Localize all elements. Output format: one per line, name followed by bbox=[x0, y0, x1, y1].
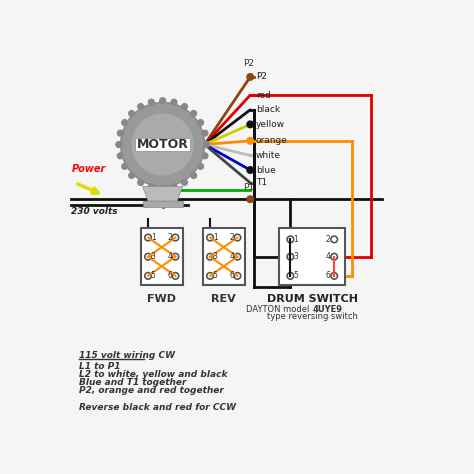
Text: white: white bbox=[255, 151, 281, 160]
Circle shape bbox=[247, 196, 254, 202]
Text: REV: REV bbox=[211, 294, 236, 304]
Circle shape bbox=[129, 173, 135, 178]
Circle shape bbox=[138, 180, 144, 185]
Circle shape bbox=[202, 153, 208, 159]
Text: Power: Power bbox=[72, 164, 106, 173]
Text: 2: 2 bbox=[229, 233, 234, 242]
Text: blue: blue bbox=[255, 165, 275, 174]
Text: 3: 3 bbox=[151, 252, 155, 261]
Circle shape bbox=[131, 113, 194, 176]
Circle shape bbox=[118, 153, 123, 159]
Circle shape bbox=[207, 254, 213, 260]
Text: P2: P2 bbox=[243, 59, 254, 68]
Circle shape bbox=[145, 234, 151, 241]
Circle shape bbox=[247, 167, 254, 173]
Bar bbox=[143, 201, 182, 207]
Circle shape bbox=[331, 236, 337, 243]
Circle shape bbox=[191, 110, 197, 117]
Circle shape bbox=[122, 119, 128, 126]
Text: orange: orange bbox=[255, 137, 288, 146]
Circle shape bbox=[287, 254, 294, 260]
Text: L1 to P1: L1 to P1 bbox=[79, 362, 120, 371]
Circle shape bbox=[198, 164, 203, 169]
Text: yellow: yellow bbox=[255, 120, 285, 129]
Circle shape bbox=[331, 254, 337, 260]
Text: 1: 1 bbox=[293, 235, 298, 244]
Text: black: black bbox=[255, 105, 280, 114]
Circle shape bbox=[160, 185, 165, 191]
Circle shape bbox=[247, 137, 254, 144]
Circle shape bbox=[171, 184, 177, 190]
Circle shape bbox=[160, 98, 165, 104]
Circle shape bbox=[247, 73, 254, 80]
Circle shape bbox=[148, 99, 154, 105]
Circle shape bbox=[172, 273, 179, 279]
Circle shape bbox=[148, 184, 154, 190]
Text: 4UYE9: 4UYE9 bbox=[312, 305, 342, 314]
Circle shape bbox=[234, 273, 241, 279]
Circle shape bbox=[129, 110, 135, 117]
Text: 2: 2 bbox=[167, 233, 172, 242]
Text: 5: 5 bbox=[293, 272, 298, 280]
Text: 115 volt wiring CW: 115 volt wiring CW bbox=[79, 351, 175, 360]
Text: 4: 4 bbox=[326, 252, 331, 261]
Circle shape bbox=[121, 102, 205, 186]
Circle shape bbox=[172, 234, 179, 241]
Text: P2, orange and red together: P2, orange and red together bbox=[79, 386, 224, 395]
Circle shape bbox=[182, 180, 187, 185]
Text: 6: 6 bbox=[326, 272, 331, 280]
Circle shape bbox=[172, 254, 179, 260]
Text: 1: 1 bbox=[151, 233, 155, 242]
Text: type reversing switch: type reversing switch bbox=[267, 312, 358, 321]
Text: FWD: FWD bbox=[147, 294, 176, 304]
Text: 3: 3 bbox=[293, 252, 298, 261]
Circle shape bbox=[234, 254, 241, 260]
Text: DAYTON model: DAYTON model bbox=[246, 305, 312, 314]
Circle shape bbox=[182, 104, 187, 109]
Text: P1: P1 bbox=[243, 183, 254, 192]
Bar bbox=[135, 138, 190, 151]
Circle shape bbox=[118, 130, 123, 136]
Circle shape bbox=[207, 234, 213, 241]
Circle shape bbox=[145, 273, 151, 279]
Text: 6: 6 bbox=[229, 272, 234, 280]
Polygon shape bbox=[143, 186, 182, 201]
Text: P2: P2 bbox=[255, 73, 267, 82]
Text: 3: 3 bbox=[213, 252, 218, 261]
Text: 2: 2 bbox=[326, 235, 331, 244]
Text: MOTOR: MOTOR bbox=[137, 138, 189, 151]
Text: 4: 4 bbox=[229, 252, 234, 261]
Bar bbox=[279, 228, 345, 285]
Bar bbox=[141, 228, 182, 285]
Text: red: red bbox=[255, 91, 271, 100]
Circle shape bbox=[287, 236, 294, 243]
Circle shape bbox=[202, 130, 208, 136]
Text: Blue and T1 together: Blue and T1 together bbox=[79, 378, 186, 387]
Text: 5: 5 bbox=[213, 272, 218, 280]
Circle shape bbox=[207, 273, 213, 279]
Circle shape bbox=[331, 273, 337, 279]
Circle shape bbox=[122, 164, 128, 169]
Circle shape bbox=[138, 104, 144, 109]
Circle shape bbox=[145, 254, 151, 260]
Circle shape bbox=[191, 173, 197, 178]
Text: 6: 6 bbox=[167, 272, 172, 280]
Text: DRUM SWITCH: DRUM SWITCH bbox=[267, 294, 358, 304]
Bar bbox=[203, 228, 245, 285]
Text: L2 to white, yellow and black: L2 to white, yellow and black bbox=[79, 370, 227, 379]
Text: 5: 5 bbox=[151, 272, 155, 280]
Circle shape bbox=[116, 142, 122, 147]
Text: 230 volts: 230 volts bbox=[72, 207, 118, 216]
Text: 1: 1 bbox=[213, 233, 218, 242]
Circle shape bbox=[198, 119, 203, 126]
Text: Reverse black and red for CCW: Reverse black and red for CCW bbox=[79, 402, 236, 411]
Circle shape bbox=[287, 273, 294, 279]
Circle shape bbox=[171, 99, 177, 105]
Text: T1: T1 bbox=[255, 178, 267, 187]
Circle shape bbox=[247, 121, 254, 128]
Circle shape bbox=[203, 142, 210, 147]
Text: 4: 4 bbox=[167, 252, 172, 261]
Circle shape bbox=[234, 234, 241, 241]
